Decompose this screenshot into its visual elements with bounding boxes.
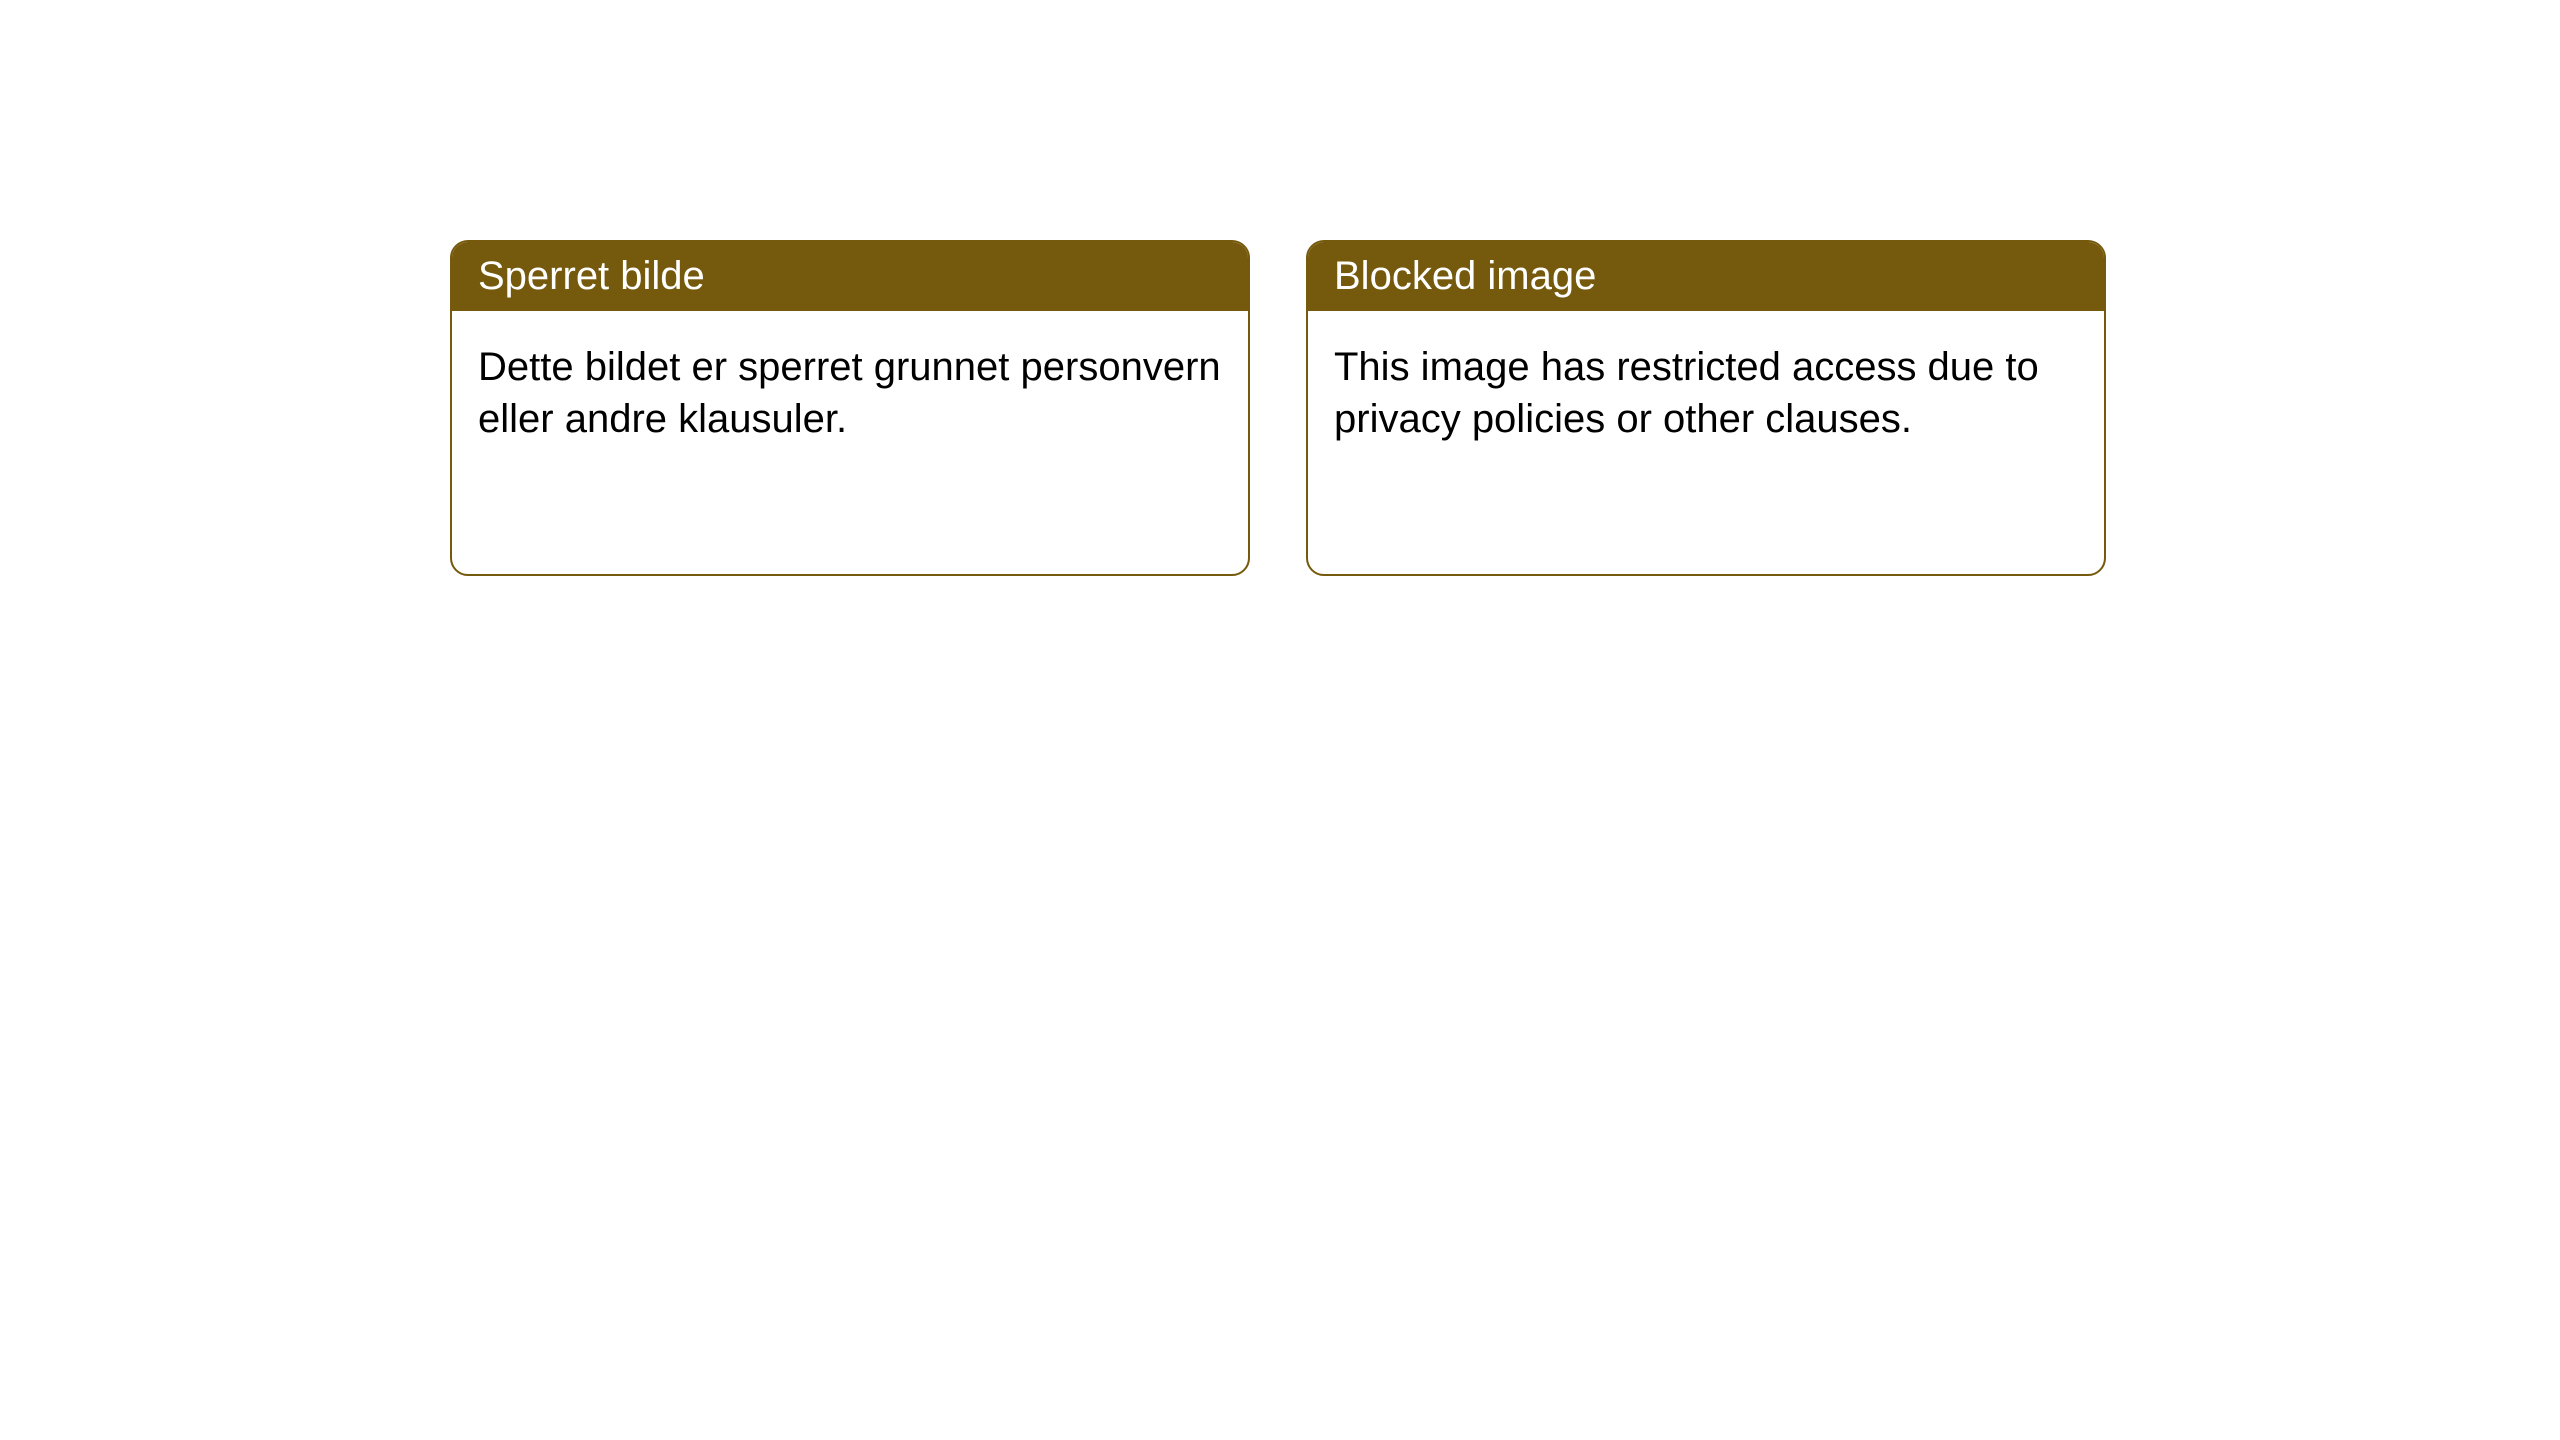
- notice-header: Blocked image: [1308, 242, 2104, 311]
- notice-container: Sperret bilde Dette bildet er sperret gr…: [0, 0, 2560, 576]
- notice-card-norwegian: Sperret bilde Dette bildet er sperret gr…: [450, 240, 1250, 576]
- notice-body: This image has restricted access due to …: [1308, 311, 2104, 475]
- notice-header: Sperret bilde: [452, 242, 1248, 311]
- notice-body: Dette bildet er sperret grunnet personve…: [452, 311, 1248, 475]
- notice-card-english: Blocked image This image has restricted …: [1306, 240, 2106, 576]
